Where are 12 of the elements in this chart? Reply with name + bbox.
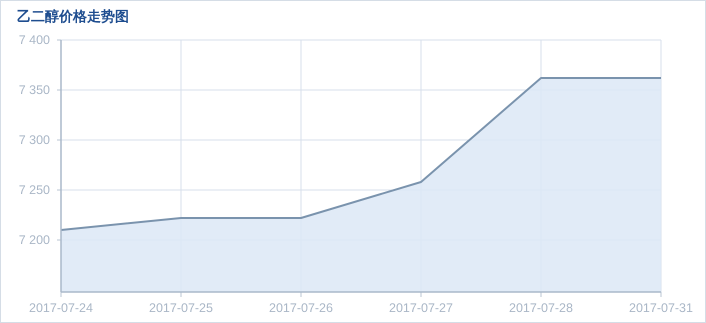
y-tick-label: 7 300 — [18, 133, 50, 147]
x-tick-label: 2017-07-27 — [389, 301, 454, 315]
y-tick-label: 7 200 — [18, 233, 50, 247]
y-tick-label: 7 350 — [18, 83, 50, 97]
y-tick-label: 7 250 — [18, 183, 50, 197]
x-tick-label: 2017-07-28 — [509, 301, 574, 315]
chart-title: 乙二醇价格走势图 — [17, 8, 129, 24]
x-tick-label: 2017-07-31 — [629, 301, 694, 315]
x-tick-label: 2017-07-26 — [269, 301, 334, 315]
x-tick-label: 2017-07-24 — [29, 301, 94, 315]
x-tick-label: 2017-07-25 — [149, 301, 214, 315]
y-tick-label: 7 400 — [18, 33, 50, 47]
